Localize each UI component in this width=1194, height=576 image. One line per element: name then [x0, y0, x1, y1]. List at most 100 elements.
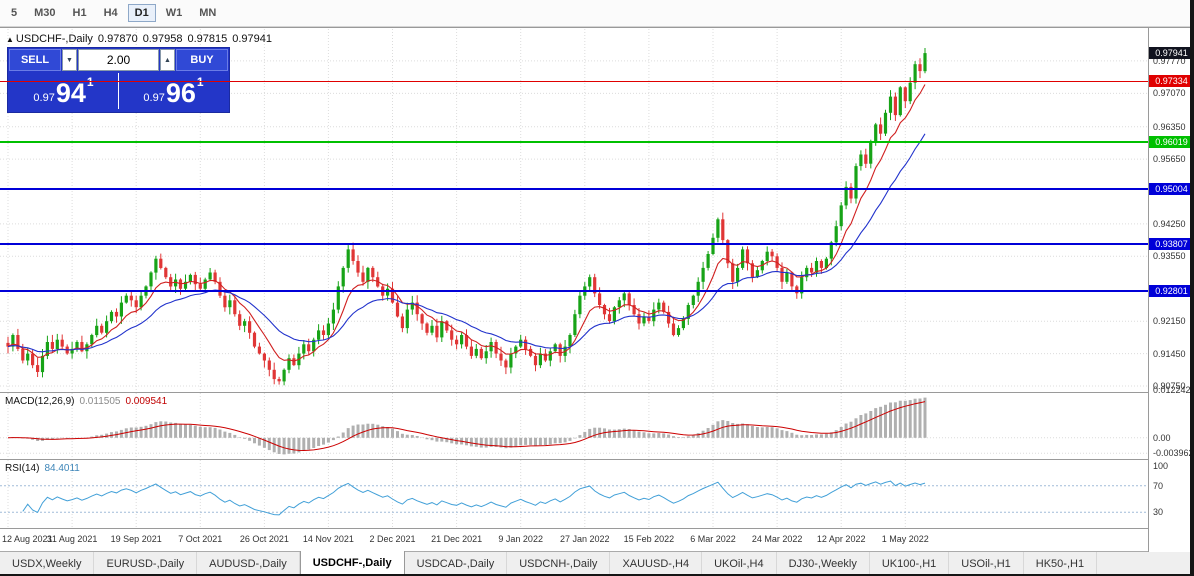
scale-tick-label: 0.90750 — [1153, 381, 1186, 391]
date-label: 12 Aug 2021 — [2, 534, 53, 544]
date-label: 27 Jan 2022 — [560, 534, 610, 544]
scale-tick-label: 0.93550 — [1153, 251, 1186, 262]
bid-prefix: 0.97 — [33, 92, 55, 104]
horizontal-line-object[interactable] — [0, 80, 1148, 82]
chart-tab[interactable]: EURUSD-,Daily — [94, 552, 198, 576]
horizontal-line-object[interactable] — [0, 243, 1148, 246]
scale-tick-label: 0.96350 — [1153, 121, 1186, 132]
chart-tab[interactable]: USDX,Weekly — [0, 552, 95, 576]
date-label: 7 Oct 2021 — [178, 534, 223, 544]
macd-indicator-canvas[interactable] — [0, 393, 1148, 459]
date-label: 6 Mar 2022 — [690, 534, 736, 544]
scale-tick-label: 0.00 — [1153, 432, 1171, 443]
chart-ohlc-header: ▲ USDCHF-,Daily 0.97870 0.97958 0.97815 0.979… — [6, 33, 272, 45]
scale-tick-label: 30 — [1153, 507, 1164, 518]
chart-tab[interactable]: UKOil-,H4 — [702, 552, 777, 576]
macd-signal-value: 0.009541 — [125, 396, 168, 407]
date-label: 1 May 2022 — [881, 534, 929, 544]
chart-window: ▲ USDCHF-,Daily 0.97870 0.97958 0.97815 0.979… — [0, 27, 1194, 552]
price-badge: 0.97941 — [1149, 47, 1194, 59]
scale-tick-label: 100 — [1153, 461, 1169, 471]
panel-divider[interactable] — [0, 392, 1194, 393]
horizontal-line-object[interactable] — [0, 290, 1148, 292]
timeframe-m30[interactable]: M30 — [34, 7, 56, 19]
macd-title: MACD(12,26,9) — [5, 396, 75, 407]
timeframe-m5[interactable]: 5 — [11, 7, 18, 19]
date-label: 15 Feb 2022 — [623, 534, 675, 544]
scale-tick-label: 0.92150 — [1153, 316, 1186, 327]
ask-price-display[interactable]: 0.97 96 1 — [119, 71, 228, 111]
date-label: 24 Mar 2022 — [751, 534, 803, 544]
chart-tab[interactable]: UK100-,H1 — [870, 552, 950, 576]
timeframe-toolbar: 5 M30 H1 H4 D1 W1 MN — [0, 0, 1194, 27]
timeframe-w1[interactable]: W1 — [165, 7, 183, 19]
scale-tick-label: 0.91450 — [1153, 348, 1186, 359]
date-label: 26 Oct 2021 — [239, 534, 289, 544]
panel-divider[interactable] — [0, 528, 1194, 529]
price-badge: 0.95004 — [1149, 183, 1194, 195]
timeframe-h1[interactable]: H1 — [72, 7, 87, 19]
rsi-value: 84.4011 — [44, 463, 80, 474]
timeframe-d1[interactable]: D1 — [127, 4, 156, 22]
macd-label: MACD(12,26,9) 0.011505 0.009541 — [5, 396, 167, 407]
price-badge: 0.92801 — [1149, 285, 1194, 297]
ohlc-high: 0.97958 — [142, 33, 183, 45]
date-label: 12 Apr 2022 — [816, 534, 866, 544]
bid-pipette: 1 — [86, 75, 94, 89]
caret-down-icon: ▼ — [66, 56, 73, 64]
timeframe-h4[interactable]: H4 — [103, 7, 118, 19]
chart-tab[interactable]: USDCNH-,Daily — [507, 552, 611, 576]
date-label: 14 Nov 2021 — [302, 534, 354, 544]
price-chart-canvas[interactable] — [0, 29, 1148, 392]
scale-tick-label: 0.97770 — [1153, 55, 1186, 66]
scale-tick-label: 0.97070 — [1153, 88, 1186, 99]
symbol-marker-icon: ▲ — [6, 35, 14, 44]
symbol-title: USDCHF-,Daily — [15, 33, 93, 45]
macd-main-value: 0.011505 — [79, 396, 121, 407]
horizontal-line-object[interactable] — [0, 188, 1148, 190]
chart-tab[interactable]: AUDUSD-,Daily — [197, 552, 300, 576]
rsi-indicator-canvas[interactable] — [0, 460, 1148, 528]
chart-tab[interactable]: XAUUSD-,H4 — [610, 552, 703, 576]
price-divider — [118, 73, 119, 109]
chart-tab[interactable]: HK50-,H1 — [1024, 552, 1098, 576]
date-label: 19 Sep 2021 — [110, 534, 162, 544]
chart-tab-bar: USDX,Weekly EURUSD-,Daily AUDUSD-,Daily … — [0, 551, 1194, 576]
volume-input[interactable] — [78, 49, 159, 71]
price-badge: 0.96019 — [1149, 136, 1194, 148]
scale-tick-label: 0.012242 — [1153, 384, 1191, 395]
ohlc-close: 0.97941 — [232, 33, 272, 45]
bid-price-display[interactable]: 0.97 94 1 — [9, 71, 118, 111]
timeframe-mn[interactable]: MN — [199, 7, 217, 19]
volume-decrement-button[interactable]: ▼ — [62, 49, 77, 71]
chart-tab[interactable]: DJ30-,Weekly — [777, 552, 870, 576]
window-right-edge — [1190, 0, 1194, 576]
time-scale[interactable]: 12 Aug 2021 31 Aug 2021 19 Sep 2021 7 Oct 2… — [0, 529, 1148, 549]
caret-up-icon: ▲ — [164, 56, 171, 64]
ohlc-low: 0.97815 — [187, 33, 228, 45]
scale-tick-label: 70 — [1153, 480, 1164, 491]
ask-prefix: 0.97 — [143, 92, 165, 104]
chart-tab[interactable]: USDCAD-,Daily — [405, 552, 508, 576]
ohlc-open: 0.97870 — [97, 33, 138, 45]
price-scale[interactable]: 0.97770 0.97070 0.96350 0.95650 0.94250 0.935… — [1148, 28, 1194, 552]
scale-tick-label: 0.95650 — [1153, 154, 1186, 165]
scale-tick-label: 0.94250 — [1153, 218, 1186, 229]
chart-tab[interactable]: USOil-,H1 — [949, 552, 1024, 576]
price-badge: 0.93807 — [1149, 238, 1194, 251]
date-label: 31 Aug 2021 — [46, 534, 98, 544]
horizontal-line-object[interactable] — [0, 141, 1148, 143]
volume-increment-button[interactable]: ▲ — [160, 49, 175, 71]
window-bottom-edge — [0, 574, 1194, 576]
price-badge: 0.97334 — [1149, 75, 1194, 88]
scale-tick-label: -0.003962 — [1153, 448, 1194, 459]
panel-divider[interactable] — [0, 459, 1194, 460]
date-label: 9 Jan 2022 — [498, 534, 543, 544]
buy-button[interactable]: BUY — [176, 49, 228, 71]
date-label: 2 Dec 2021 — [369, 534, 416, 544]
sell-button[interactable]: SELL — [9, 49, 61, 71]
chart-tab-active[interactable]: USDCHF-,Daily — [299, 551, 405, 576]
bid-big-digits: 94 — [55, 78, 86, 108]
